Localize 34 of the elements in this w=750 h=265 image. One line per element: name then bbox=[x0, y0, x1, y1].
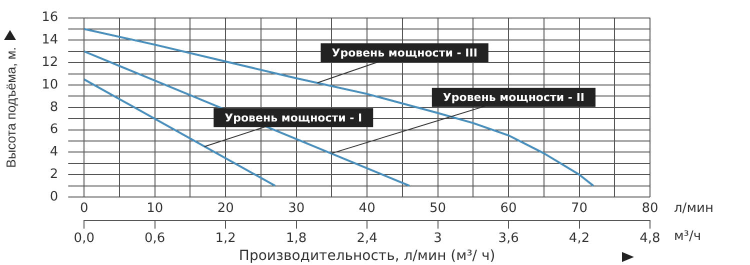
x2-tick-label: 1,2 bbox=[215, 230, 236, 246]
x-tick-label: 10 bbox=[146, 201, 164, 216]
annotation: Уровень мощности - III bbox=[332, 46, 478, 60]
y-tick-label: 4 bbox=[50, 144, 58, 160]
x-tick-label: 50 bbox=[430, 201, 446, 216]
annotation: Уровень мощности - I bbox=[224, 111, 362, 124]
x2-tick-label: 1,8 bbox=[286, 230, 307, 246]
x2-tick-label: 0,6 bbox=[144, 230, 166, 246]
x2-tick-label: 4,8 bbox=[640, 230, 660, 246]
x-tick-label: 80 bbox=[642, 201, 658, 216]
x2-tick-label: 0,0 bbox=[74, 230, 94, 246]
x-axis-title: Производительность, л/мин (м³/ ч) bbox=[238, 248, 496, 264]
x-tick-label: 20 bbox=[217, 201, 234, 216]
x-tick-label: 0 bbox=[80, 201, 88, 216]
x-tick-label: 60 bbox=[500, 201, 517, 216]
y-tick-label: 6 bbox=[50, 122, 58, 138]
y-tick-label: 2 bbox=[50, 166, 58, 182]
y-tick-label: 14 bbox=[42, 32, 58, 48]
text: м³/ч bbox=[674, 228, 702, 244]
x-tick-label: 40 bbox=[358, 201, 376, 216]
x-tick-label: 70 bbox=[570, 201, 588, 216]
y-axis-title: Высота подъёма, м. bbox=[3, 46, 18, 168]
y-tick-label: 8 bbox=[50, 100, 58, 115]
y-tick-label: 12 bbox=[42, 54, 58, 70]
x2-tick-label: 3 bbox=[434, 230, 442, 246]
x2-tick-label: 3,6 bbox=[498, 230, 519, 246]
x-tick-label: 30 bbox=[288, 201, 305, 216]
text: л/мин bbox=[674, 201, 714, 216]
annotation: Уровень мощности - II bbox=[442, 91, 585, 104]
y-tick-label: 10 bbox=[42, 77, 58, 92]
x2-tick-label: 4,2 bbox=[568, 230, 590, 246]
x2-tick-label: 2,4 bbox=[356, 230, 378, 246]
y-tick-label: 16 bbox=[42, 10, 58, 26]
y-tick-label: 0 bbox=[50, 189, 58, 204]
